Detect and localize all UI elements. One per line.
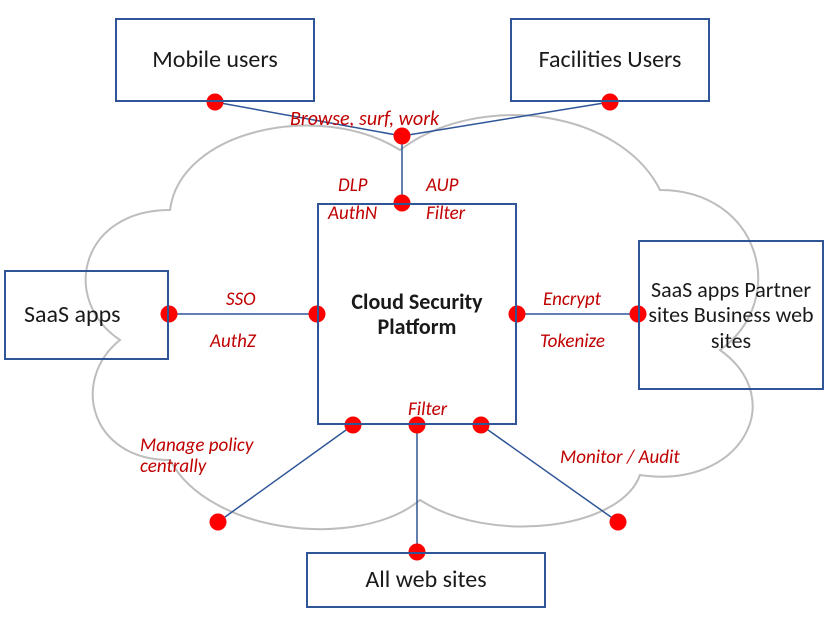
label-monitor: Monitor / Audit	[560, 448, 680, 469]
label-encrypt: Encrypt	[543, 290, 601, 311]
label-filter-top: Filter	[426, 204, 465, 225]
node-label: SaaS apps	[24, 301, 120, 329]
label-tokenize: Tokenize	[540, 332, 605, 353]
node-saas-right: SaaS apps Partner sites Business web sit…	[638, 240, 824, 390]
label-manage: Manage policy centrally	[140, 436, 253, 478]
node-label: Mobile users	[152, 46, 277, 74]
node-label: All web sites	[365, 566, 486, 594]
node-label: Facilities Users	[539, 46, 682, 74]
label-sso: SSO	[226, 290, 256, 311]
node-facilities-users: Facilities Users	[510, 18, 710, 102]
label-filter-mid: Filter	[408, 400, 447, 421]
diagram-stage: Mobile users Facilities Users SaaS apps Clo…	[0, 0, 830, 641]
label-dlp: DLP	[338, 176, 368, 197]
label-browse: Browse, surf, work	[290, 108, 439, 130]
node-center: Cloud Security Platform	[317, 203, 517, 425]
node-all-web-sites: All web sites	[306, 552, 546, 608]
label-authn: AuthN	[328, 204, 377, 225]
label-authz: AuthZ	[210, 332, 256, 353]
label-aup: AUP	[426, 176, 458, 197]
node-label: Cloud Security Platform	[319, 289, 515, 340]
node-saas-apps-left: SaaS apps	[4, 270, 169, 360]
node-mobile-users: Mobile users	[115, 18, 315, 102]
node-label: SaaS apps Partner sites Business web sit…	[640, 277, 822, 353]
